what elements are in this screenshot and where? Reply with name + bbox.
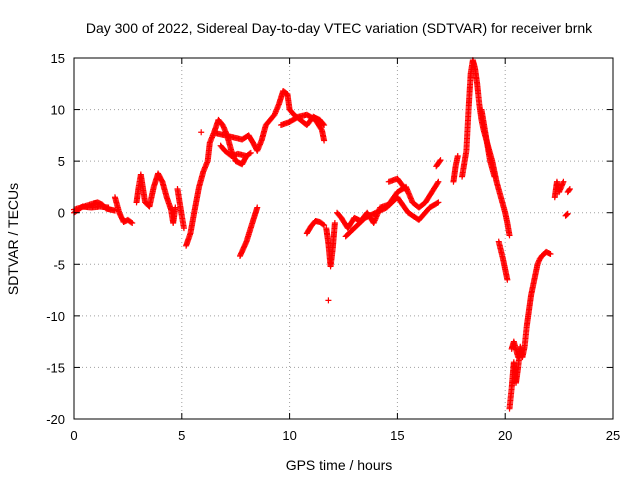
data-point [506, 232, 513, 239]
data-point [434, 200, 441, 207]
data-point [491, 173, 498, 180]
data-point [105, 204, 112, 211]
x-tick-label: 10 [282, 428, 296, 443]
data-point [563, 212, 570, 219]
data-point [247, 149, 254, 156]
y-tick-label: 15 [51, 51, 65, 66]
data-point [436, 158, 443, 165]
data-series-brnk [71, 57, 573, 412]
data-point [566, 185, 573, 192]
grid-lines [74, 58, 613, 419]
y-tick-label: 10 [51, 103, 65, 118]
y-tick-label: -15 [46, 360, 65, 375]
data-point [320, 221, 327, 228]
data-point [435, 199, 442, 206]
x-tick-label: 0 [70, 428, 77, 443]
y-tick-label: -5 [53, 257, 65, 272]
data-point [566, 187, 573, 194]
data-point [435, 178, 442, 185]
data-point [321, 222, 328, 229]
data-point [560, 178, 567, 185]
data-point [325, 297, 332, 304]
data-point [564, 210, 571, 217]
y-axis-label: SDTVAR / TECUs [5, 183, 21, 295]
data-point [198, 129, 205, 136]
plot-border [73, 57, 614, 420]
data-point [547, 250, 554, 257]
data-point [402, 185, 409, 192]
x-axis-label: GPS time / hours [286, 457, 393, 473]
x-tick-label: 20 [498, 428, 512, 443]
x-tick-label: 5 [178, 428, 185, 443]
data-point [129, 220, 136, 227]
data-point [564, 211, 571, 218]
chart-title: Day 300 of 2022, Sidereal Day-to-day VTE… [86, 20, 593, 36]
data-point [403, 187, 410, 194]
data-point [254, 204, 261, 211]
data-point [437, 157, 444, 164]
y-tick-label: 0 [58, 206, 65, 221]
data-point [454, 152, 461, 159]
x-tick-label: 25 [606, 428, 620, 443]
data-point [180, 225, 187, 232]
data-point [515, 354, 522, 361]
y-tick-label: 5 [58, 154, 65, 169]
data-point [321, 122, 328, 129]
data-point [321, 137, 328, 144]
axis-ticks: 0 5 10 15 20 25 -20 -15 -10 -5 0 5 10 15 [46, 51, 620, 443]
data-point [243, 152, 250, 159]
data-point [504, 276, 511, 283]
data-point [246, 150, 253, 157]
data-point [331, 220, 338, 227]
data-point [128, 219, 135, 226]
data-point [434, 179, 441, 186]
y-tick-label: -20 [46, 412, 65, 427]
x-tick-label: 15 [390, 428, 404, 443]
y-tick-label: -10 [46, 309, 65, 324]
data-point [172, 204, 179, 211]
